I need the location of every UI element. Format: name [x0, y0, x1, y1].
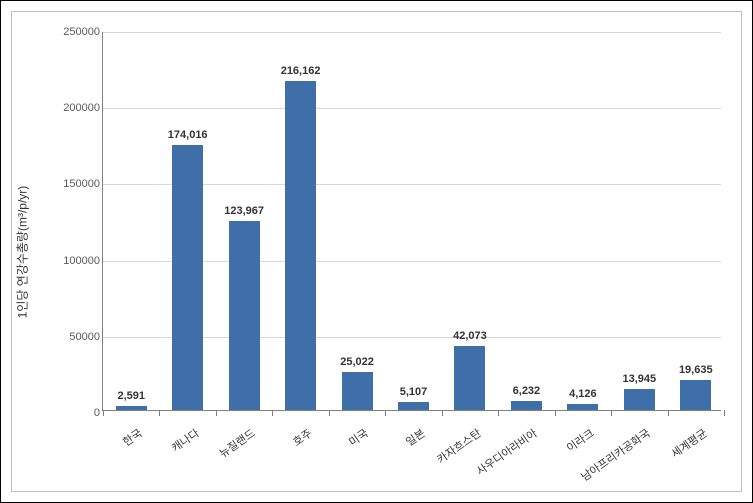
y-tick-label: 0	[52, 407, 100, 419]
x-tick-mark	[329, 410, 330, 416]
bar-value-label: 4,126	[569, 388, 597, 400]
x-tick-mark	[216, 410, 217, 416]
bar-value-label: 25,022	[340, 356, 374, 368]
bar	[398, 402, 429, 410]
y-tick-label: 50000	[52, 331, 100, 343]
x-tick-mark	[498, 410, 499, 416]
bar	[285, 81, 316, 410]
x-tick-mark	[103, 410, 104, 416]
x-tick-mark	[668, 410, 669, 416]
gridline	[103, 108, 721, 109]
y-tick-label: 150000	[52, 178, 100, 190]
y-tick-label: 100000	[52, 255, 100, 267]
bar	[342, 372, 373, 410]
x-category-label: 세계평균	[668, 425, 710, 461]
chart-inner-border: 1인당 연강수총량(m³/p/yr) 2,591 174,016 123,967 21…	[11, 11, 742, 492]
y-tick-label: 200000	[52, 102, 100, 114]
bar	[454, 346, 485, 410]
bar-value-label: 42,073	[453, 330, 487, 342]
bar	[680, 380, 711, 410]
x-tick-mark	[272, 410, 273, 416]
y-axis-label: 1인당 연강수총량(m³/p/yr)	[14, 185, 31, 318]
bar	[229, 221, 260, 410]
x-tick-mark	[724, 410, 725, 416]
bar-value-label: 19,635	[679, 364, 713, 376]
x-category-label: 사우디아라비아	[473, 425, 540, 479]
bar	[567, 404, 598, 410]
bar-value-label: 174,016	[168, 129, 208, 141]
x-category-label: 카자흐스탄	[433, 425, 484, 467]
x-category-label: 캐나다	[168, 425, 202, 456]
bar	[116, 406, 147, 410]
x-category-label: 호주	[289, 425, 315, 450]
bar-value-label: 5,107	[400, 386, 428, 398]
bar-value-label: 2,591	[117, 390, 145, 402]
y-tick-label: 250000	[52, 26, 100, 38]
x-category-label: 이라크	[563, 425, 597, 456]
x-category-label: 일본	[402, 425, 428, 450]
bar	[624, 389, 655, 410]
bar-value-label: 216,162	[281, 65, 321, 77]
x-tick-mark	[442, 410, 443, 416]
x-category-label: 미국	[345, 425, 371, 450]
gridline	[103, 32, 721, 33]
bar	[172, 145, 203, 410]
bar-value-label: 123,967	[224, 205, 264, 217]
bar-value-label: 13,945	[622, 373, 656, 385]
plot-area: 2,591 174,016 123,967 216,162 25,022 5,107 42,…	[102, 32, 721, 411]
x-tick-mark	[555, 410, 556, 416]
x-tick-mark	[159, 410, 160, 416]
x-category-label: 뉴질랜드	[216, 425, 258, 461]
x-category-label: 한국	[120, 425, 146, 450]
bar	[511, 401, 542, 410]
bar-value-label: 6,232	[513, 385, 541, 397]
x-tick-mark	[611, 410, 612, 416]
x-tick-mark	[385, 410, 386, 416]
chart-container: 1인당 연강수총량(m³/p/yr) 2,591 174,016 123,967 21…	[0, 0, 753, 503]
